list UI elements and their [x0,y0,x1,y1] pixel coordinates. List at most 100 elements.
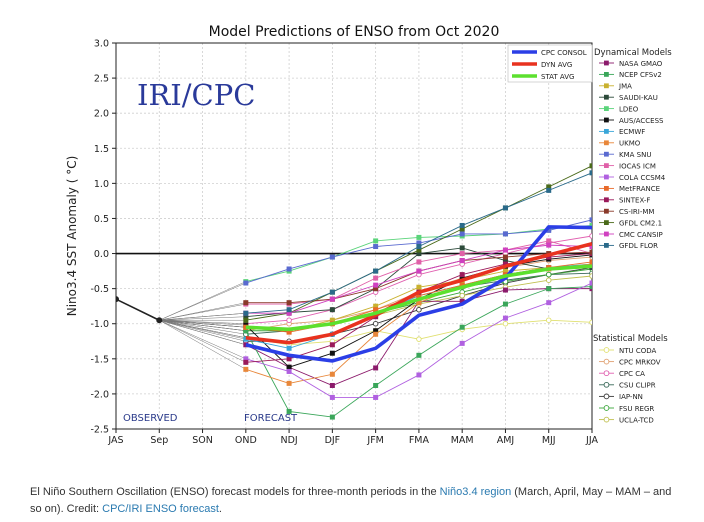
dyn-series-point [546,187,552,193]
averages-legend-label: CPC CONSOL [541,49,587,57]
y-tick-label: -1.5 [90,354,109,365]
y-tick-label: -1.0 [90,319,109,330]
dyn-legend-marker [604,151,609,157]
nino34-region-link[interactable]: Niño3.4 region [439,486,512,498]
dyn-series-point [416,352,422,358]
dyn-legend-label: UKMO [619,140,641,148]
y-tick-label: 0.0 [94,249,109,260]
dyn-legend-marker [604,60,609,66]
x-tick-label: FMA [409,435,430,446]
x-tick-label: JFM [366,435,383,446]
dyn-legend-label: CMC CANSIP [619,231,663,239]
dyn-series-point [286,300,292,306]
stat-series-point [416,306,422,313]
dyn-legend-marker [604,106,609,111]
fan-line [159,319,246,360]
iri-cpc-watermark: IRI/CPC [137,78,255,112]
stat-legend-marker [603,405,610,411]
stat-legend-label: IAP-NN [619,393,643,401]
average-series-line [245,225,592,363]
dyn-legend-marker [604,163,609,168]
dyn-series-point [329,342,335,348]
stat-series-point [502,320,509,327]
dyn-series-point [589,222,592,228]
y-tick-label: -0.5 [90,284,109,295]
stat-legend-marker [603,381,610,388]
y-tick-label: 1.5 [94,144,109,155]
dyn-series-point [373,382,379,388]
dyn-series-point [373,286,379,292]
dyn-legend-label: GFDL FLOR [619,242,658,250]
average-series-line [245,264,592,332]
x-tick-label: AMJ [497,435,515,446]
statistical-models-title: Statistical Models [593,334,668,344]
dyn-series-point [416,251,422,257]
dyn-series-point [459,251,465,257]
stat-series-point [545,317,552,323]
dyn-series-point [546,227,552,233]
fan-line [159,312,246,321]
dyn-series-point [416,240,422,246]
dyn-series-point [373,307,379,313]
caption-text-3: . [218,503,222,515]
dyn-series-point [589,244,592,250]
dyn-series-point [286,408,292,414]
dyn-series-point [286,329,292,335]
cpc-iri-forecast-link[interactable]: CPC/IRI ENSO forecast [102,503,219,515]
x-tick-label: MAM [451,435,474,446]
stat-legend-label: UCLA-TCD [619,416,654,424]
dyn-series-point [459,226,465,232]
dyn-series-point [286,345,292,351]
dyn-series-point [243,280,249,286]
dyn-series-point [546,242,552,248]
dyn-legend-label: NCEP CFSv2 [619,71,662,79]
dyn-series-point [459,222,465,228]
dyn-series-point [416,234,422,240]
dyn-legend-label: ECMWF [619,128,645,136]
dyn-series-point [546,184,552,190]
dyn-legend-marker [604,231,609,237]
dyn-series-point [373,268,379,274]
forecast-label: FORECAST [244,413,298,424]
dyn-series-point [329,254,335,260]
dyn-series-point [502,258,508,264]
dyn-series-point [373,365,379,371]
stat-legend-marker [603,393,610,400]
dyn-legend-marker [604,186,609,191]
dyn-series-point [329,307,335,313]
dyn-legend-label: SINTEX-F [619,197,650,205]
dyn-legend-label: IOCAS ICM [619,162,656,170]
x-tick-label: JJA [585,435,598,446]
y-tick-label: 2.0 [94,109,109,120]
dyn-series-point [416,247,422,253]
stat-legend-label: NTU CODA [619,347,657,355]
dyn-series-point [416,293,422,299]
dyn-series-point [502,287,508,293]
dyn-legend-marker [604,243,609,248]
fan-line [159,282,246,321]
dyn-series-point [502,301,508,307]
dyn-series-point [416,259,422,265]
observed-line [116,298,160,321]
dyn-series-point [589,259,592,265]
dyn-legend-marker [604,72,609,77]
dyn-series-point [502,254,508,260]
dyn-series-point [546,238,552,244]
dyn-series-point [286,310,292,316]
stat-series-point [416,336,422,342]
dyn-series-point [329,382,335,388]
dyn-series-point [459,275,465,281]
y-tick-label: -2.0 [90,389,109,400]
dyn-series-point [459,340,465,346]
stat-series-point [589,319,592,326]
fan-line [159,319,246,339]
dyn-series-point [243,328,249,334]
x-tick-label: DJF [325,435,341,446]
stat-series-point [459,292,465,299]
dyn-series-point [373,394,379,400]
dyn-series-point [286,364,292,370]
dyn-series-point [459,324,465,330]
dyn-legend-marker [604,208,609,214]
dyn-series-point [459,282,465,288]
caption-text-2: (March, April, May – MAM – and so on). C… [30,486,672,515]
